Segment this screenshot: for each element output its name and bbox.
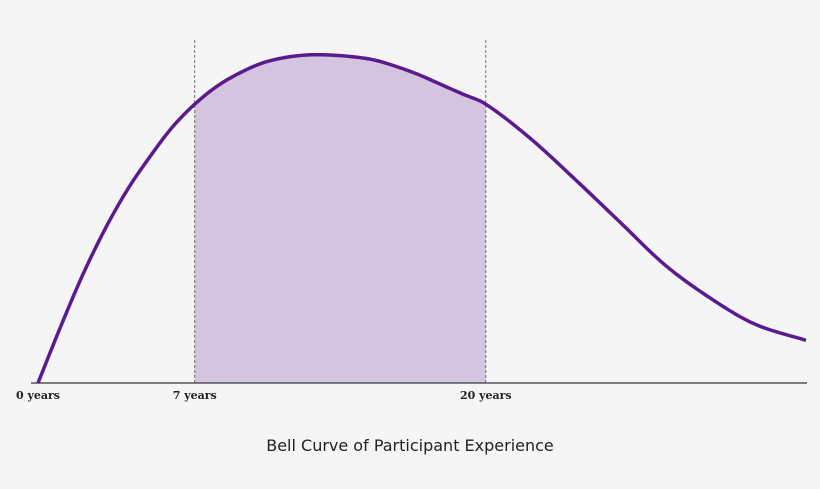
- x-tick-label: 7 years: [173, 389, 217, 402]
- highlight-area: [194, 54, 486, 383]
- distribution-curve: [36, 52, 807, 384]
- x-tick-label: 0 years: [16, 389, 60, 402]
- x-tick-label: 20 years: [460, 389, 512, 402]
- chart-title: Bell Curve of Participant Experience: [266, 436, 554, 455]
